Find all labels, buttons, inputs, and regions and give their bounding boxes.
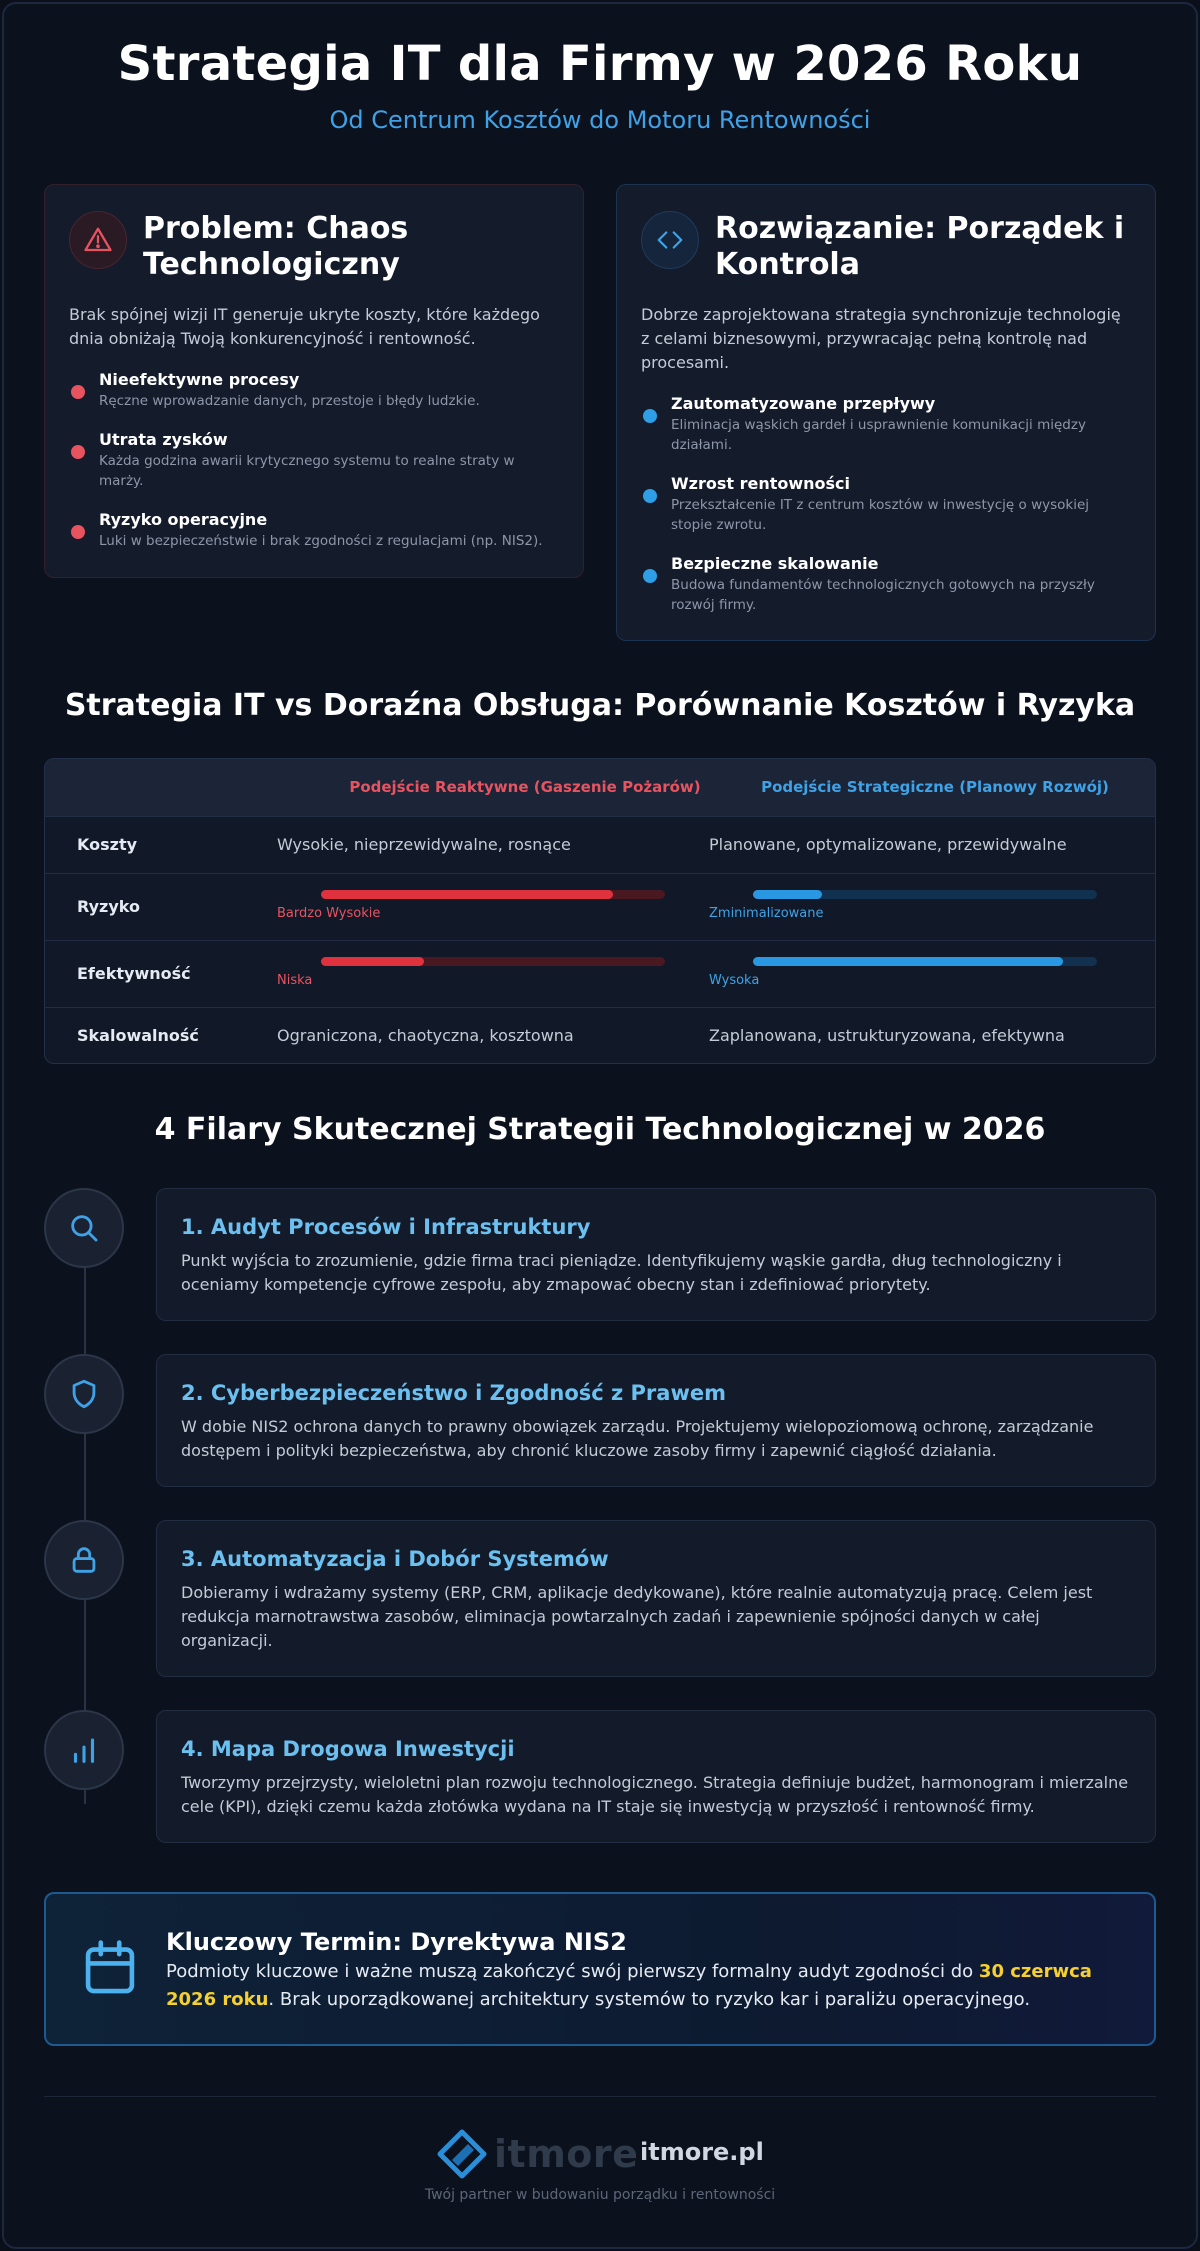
- pillar-title: 3. Automatyzacja i Dobór Systemów: [181, 1547, 609, 1571]
- row-label: Ryzyko: [77, 897, 140, 916]
- point-text: Każda godzina awarii krytycznego systemu…: [99, 453, 515, 489]
- strategic-efficiency-label: Wysoka: [709, 973, 760, 988]
- bullet-dot: [71, 525, 85, 539]
- lock-icon: [44, 1520, 124, 1600]
- point-title: Nieefektywne procesy: [99, 370, 300, 389]
- strategic-risk-label: Zminimalizowane: [709, 906, 824, 921]
- problem-point: Utrata zysków Każda godzina awarii kryty…: [69, 429, 559, 491]
- warning-icon: [69, 211, 127, 269]
- nis2-text-after: . Brak uporządkowanej architektury syste…: [268, 1989, 1031, 2010]
- row-label: Koszty: [77, 835, 138, 854]
- strategic-risk-bar: [753, 890, 1097, 899]
- pillars-title: 4 Filary Skutecznej Strategii Technologi…: [154, 1112, 1046, 1147]
- point-text: Budowa fundamentów technologicznych goto…: [671, 577, 1095, 613]
- reactive-efficiency-fill: [321, 957, 425, 966]
- pillar-card-security: 2. Cyberbezpieczeństwo i Zgodność z Praw…: [156, 1354, 1156, 1487]
- row-label: Efektywność: [77, 964, 191, 983]
- solution-title: Rozwiązanie: Porządek i Kontrola: [715, 211, 1125, 282]
- reactive-risk-label: Bardzo Wysokie: [277, 906, 381, 921]
- solution-card: Rozwiązanie: Porządek i Kontrola Dobrze …: [616, 184, 1156, 641]
- shield-icon: [44, 1354, 124, 1434]
- point-title: Zautomatyzowane przepływy: [671, 394, 936, 413]
- bar-chart-icon: [44, 1710, 124, 1790]
- strategic-efficiency-fill: [753, 957, 1063, 966]
- logo-mark-icon: [437, 2129, 487, 2179]
- nis2-callout: Kluczowy Termin: Dyrektywa NIS2 Podmioty…: [44, 1892, 1156, 2046]
- logo-text: itmore: [494, 2132, 639, 2176]
- pillar-text: Dobieramy i wdrażamy systemy (ERP, CRM, …: [181, 1583, 1093, 1650]
- problem-card: Problem: Chaos Technologiczny Brak spójn…: [44, 184, 584, 578]
- pillar-card-automation: 3. Automatyzacja i Dobór Systemów Dobier…: [156, 1520, 1156, 1677]
- bullet-dot: [643, 409, 657, 423]
- pillar-title: 4. Mapa Drogowa Inwestycji: [181, 1737, 515, 1761]
- pillar-title: 1. Audyt Procesów i Infrastruktury: [181, 1215, 591, 1239]
- footer-tagline: Twój partner w budowaniu porządku i rent…: [424, 2187, 776, 2203]
- reactive-risk-bar: [321, 890, 665, 899]
- nis2-text-before: Podmioty kluczowe i ważne muszą zakończy…: [166, 1961, 979, 1982]
- bullet-dot: [643, 569, 657, 583]
- footer-divider: [44, 2096, 1156, 2097]
- point-title: Wzrost rentowności: [671, 474, 851, 493]
- pillar-text: W dobie NIS2 ochrona danych to prawny ob…: [181, 1417, 1094, 1460]
- point-text: Przekształcenie IT z centrum kosztów w i…: [671, 497, 1090, 533]
- solution-point: Wzrost rentowności Przekształcenie IT z …: [641, 473, 1131, 535]
- comparison-title: Strategia IT vs Doraźna Obsługa: Porówna…: [64, 688, 1136, 723]
- timeline-line: [84, 1226, 86, 1804]
- point-text: Luki w bezpieczeństwie i brak zgodności …: [99, 533, 543, 549]
- reactive-value: Wysokie, nieprzewidywalne, rosnące: [277, 835, 571, 854]
- problem-points: Nieefektywne procesy Ręczne wprowadzanie…: [69, 369, 559, 551]
- pillar-text: Tworzymy przejrzysty, wieloletni plan ro…: [181, 1773, 1129, 1816]
- table-header: Podejście Reaktywne (Gaszenie Pożarów) P…: [45, 759, 1155, 816]
- pillar-card-audit: 1. Audyt Procesów i Infrastruktury Punkt…: [156, 1188, 1156, 1321]
- pillar-card-roadmap: 4. Mapa Drogowa Inwestycji Tworzymy prze…: [156, 1710, 1156, 1843]
- column-header-reactive: Podejście Reaktywne (Gaszenie Pożarów): [349, 778, 701, 796]
- point-title: Bezpieczne skalowanie: [671, 554, 879, 573]
- column-header-strategic: Podejście Strategiczne (Planowy Rozwój): [761, 778, 1109, 796]
- pillar-text: Punkt wyjścia to zrozumienie, gdzie firm…: [181, 1251, 1062, 1294]
- page-subtitle: Od Centrum Kosztów do Motoru Rentowności: [329, 106, 871, 134]
- reactive-efficiency-label: Niska: [277, 973, 313, 988]
- page-title: Strategia IT dla Firmy w 2026 Roku: [117, 36, 1083, 92]
- solution-point: Zautomatyzowane przepływy Eliminacja wąs…: [641, 393, 1131, 455]
- row-label: Skalowalność: [77, 1026, 199, 1045]
- point-text: Eliminacja wąskich gardeł i usprawnienie…: [671, 417, 1086, 453]
- nis2-title: Kluczowy Termin: Dyrektywa NIS2: [166, 1928, 627, 1956]
- bullet-dot: [71, 445, 85, 459]
- bullet-dot: [643, 489, 657, 503]
- problem-title: Problem: Chaos Technologiczny: [143, 211, 409, 282]
- reactive-value: Ograniczona, chaotyczna, kosztowna: [277, 1026, 574, 1045]
- strategic-efficiency-bar: [753, 957, 1097, 966]
- code-icon: [641, 211, 699, 269]
- table-row-efficiency: Efektywność Niska Wysoka: [45, 940, 1155, 1007]
- point-title: Ryzyko operacyjne: [99, 510, 268, 529]
- nis2-text: Podmioty kluczowe i ważne muszą zakończy…: [166, 1958, 1126, 2014]
- calendar-icon: [82, 1938, 138, 2002]
- point-title: Utrata zysków: [99, 430, 228, 449]
- comparison-table: Podejście Reaktywne (Gaszenie Pożarów) P…: [44, 758, 1156, 1064]
- pillar-title: 2. Cyberbezpieczeństwo i Zgodność z Praw…: [181, 1381, 726, 1405]
- problem-point: Nieefektywne procesy Ręczne wprowadzanie…: [69, 369, 559, 411]
- table-row-risk: Ryzyko Bardzo Wysokie Zminimalizowane: [45, 873, 1155, 940]
- problem-point: Ryzyko operacyjne Luki w bezpieczeństwie…: [69, 509, 559, 551]
- bullet-dot: [71, 385, 85, 399]
- reactive-efficiency-bar: [321, 957, 665, 966]
- solution-point: Bezpieczne skalowanie Budowa fundamentów…: [641, 553, 1131, 615]
- site-link[interactable]: itmore.pl: [640, 2138, 764, 2166]
- itmore-logo[interactable]: itmore: [436, 2128, 638, 2180]
- strategic-value: Planowane, optymalizowane, przewidywalne: [709, 835, 1067, 854]
- table-row-scalability: Skalowalność Ograniczona, chaotyczna, ko…: [45, 1007, 1155, 1063]
- solution-points: Zautomatyzowane przepływy Eliminacja wąs…: [641, 393, 1131, 615]
- table-row-costs: Koszty Wysokie, nieprzewidywalne, rosnąc…: [45, 816, 1155, 873]
- point-text: Ręczne wprowadzanie danych, przestoje i …: [99, 393, 480, 409]
- solution-description: Dobrze zaprojektowana strategia synchron…: [641, 305, 1121, 372]
- strategic-risk-fill: [753, 890, 822, 899]
- page-header: Strategia IT dla Firmy w 2026 Roku Od Ce…: [0, 36, 1200, 134]
- reactive-risk-fill: [321, 890, 614, 899]
- problem-description: Brak spójnej wizji IT generuje ukryte ko…: [69, 305, 540, 348]
- search-icon: [44, 1188, 124, 1268]
- nis2-deadline: 30 czerwca 2026 roku: [166, 1961, 1092, 2010]
- strategic-value: Zaplanowana, ustrukturyzowana, efektywna: [709, 1026, 1065, 1045]
